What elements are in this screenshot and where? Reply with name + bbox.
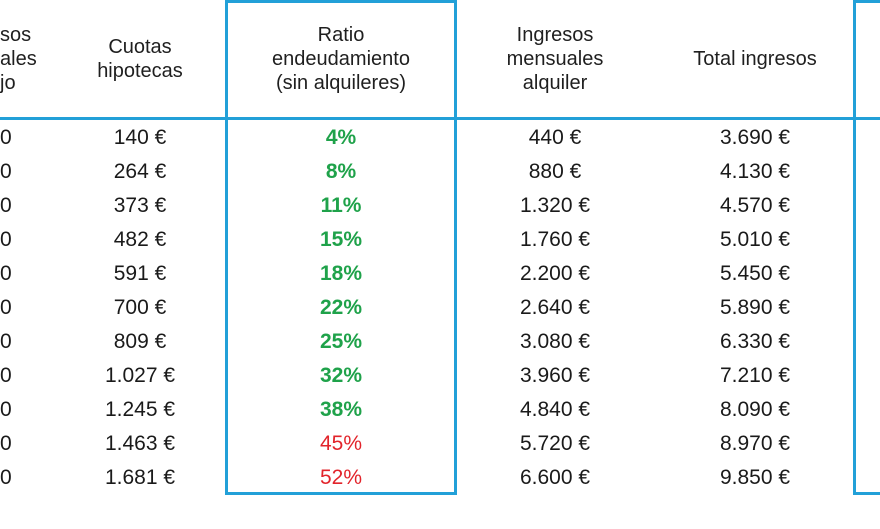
cell-ratio: 18%: [319, 262, 363, 285]
header-line: Ratio: [317, 24, 365, 46]
cell-ingresos-trabajo: 0: [0, 364, 12, 387]
table-row: 0 264 € 8% 880 € 4.130 €: [0, 155, 880, 189]
header-divider: [0, 117, 880, 120]
header-line: alquiler: [522, 72, 588, 94]
cell-alquiler: 4.840 €: [519, 398, 591, 421]
cell-total: 4.570 €: [719, 194, 791, 217]
cell-alquiler: 880 €: [528, 160, 582, 183]
cell-cuota: 1.681 €: [104, 466, 176, 489]
table-row: 0 1.463 € 45% 5.720 € 8.970 €: [0, 427, 880, 461]
cell-alquiler: 3.080 €: [519, 330, 591, 353]
cell-total: 8.970 €: [719, 432, 791, 455]
cell-total: 3.690 €: [719, 126, 791, 149]
cell-cuota: 373 €: [113, 194, 167, 217]
header-line: hipotecas: [97, 60, 183, 82]
cell-ratio: 45%: [319, 432, 363, 455]
cell-alquiler: 2.640 €: [519, 296, 591, 319]
cell-alquiler: 5.720 €: [519, 432, 591, 455]
header-line: (sin alquileres): [275, 72, 407, 94]
cell-cuota: 700 €: [113, 296, 167, 319]
table-row: 0 1.681 € 52% 6.600 € 9.850 €: [0, 461, 880, 495]
cell-ingresos-trabajo: 0: [0, 466, 12, 489]
header-line: mensuales: [506, 48, 604, 70]
cell-total: 7.210 €: [719, 364, 791, 387]
header-line: Total ingresos: [693, 48, 817, 70]
cell-ratio: 8%: [325, 160, 357, 183]
cell-ratio: 4%: [325, 126, 357, 149]
cell-ratio: 32%: [319, 364, 363, 387]
header-total-ingresos: Total ingresos: [660, 0, 850, 118]
table-row: 0 700 € 22% 2.640 € 5.890 €: [0, 291, 880, 325]
cell-ratio: 52%: [319, 466, 363, 489]
cell-total: 8.090 €: [719, 398, 791, 421]
cell-ingresos-trabajo: 0: [0, 194, 12, 217]
table-row: 0 809 € 25% 3.080 € 6.330 €: [0, 325, 880, 359]
table-row: 0 1.245 € 38% 4.840 € 8.090 €: [0, 393, 880, 427]
table-row: 0 373 € 11% 1.320 € 4.570 €: [0, 189, 880, 223]
table-row: 0 1.027 € 32% 3.960 € 7.210 €: [0, 359, 880, 393]
cell-ingresos-trabajo: 0: [0, 296, 12, 319]
cell-cuota: 809 €: [113, 330, 167, 353]
cell-total: 4.130 €: [719, 160, 791, 183]
table-row: 0 482 € 15% 1.760 € 5.010 €: [0, 223, 880, 257]
header-line: endeudamiento: [272, 48, 410, 70]
cell-cuota: 591 €: [113, 262, 167, 285]
cell-ingresos-trabajo: 0: [0, 160, 12, 183]
cell-total: 5.890 €: [719, 296, 791, 319]
cell-ingresos-trabajo: 0: [0, 262, 12, 285]
header-ingresos-alquiler: Ingresos mensuales alquiler: [480, 0, 630, 118]
cell-ingresos-trabajo: 0: [0, 432, 12, 455]
cell-cuota: 1.463 €: [104, 432, 176, 455]
cell-ratio: 25%: [319, 330, 363, 353]
header-line: jo: [0, 72, 16, 94]
cell-alquiler: 2.200 €: [519, 262, 591, 285]
cell-ratio: 11%: [320, 194, 362, 217]
cell-ingresos-trabajo: 0: [0, 398, 12, 421]
cell-alquiler: 6.600 €: [519, 466, 591, 489]
cell-ingresos-trabajo: 0: [0, 330, 12, 353]
cell-ratio: 22%: [319, 296, 363, 319]
ratio-column-highlight: [225, 0, 457, 495]
table-row: 0 591 € 18% 2.200 € 5.450 €: [0, 257, 880, 291]
header-line: sos: [0, 24, 32, 46]
table-row: 0 140 € 4% 440 € 3.690 €: [0, 121, 880, 155]
header-line: Cuotas: [108, 36, 172, 58]
cell-cuota: 140 €: [113, 126, 167, 149]
cell-alquiler: 440 €: [528, 126, 582, 149]
header-ratio-endeudamiento: Ratio endeudamiento (sin alquileres): [228, 0, 454, 118]
cell-total: 9.850 €: [719, 466, 791, 489]
right-column-highlight: [853, 0, 880, 495]
cell-total: 5.450 €: [719, 262, 791, 285]
header-line: ales: [0, 48, 37, 70]
header-ingresos-trabajo: sos ales jo: [0, 0, 60, 118]
header-line: Ingresos: [516, 24, 594, 46]
cell-cuota: 482 €: [113, 228, 167, 251]
cell-ingresos-trabajo: 0: [0, 126, 12, 149]
cell-total: 6.330 €: [719, 330, 791, 353]
cell-alquiler: 3.960 €: [519, 364, 591, 387]
cell-ingresos-trabajo: 0: [0, 228, 12, 251]
cell-ratio: 38%: [319, 398, 363, 421]
cell-alquiler: 1.320 €: [519, 194, 591, 217]
cell-total: 5.010 €: [719, 228, 791, 251]
cell-alquiler: 1.760 €: [519, 228, 591, 251]
cell-cuota: 1.027 €: [104, 364, 176, 387]
header-cuotas-hipotecas: Cuotas hipotecas: [70, 0, 210, 118]
cell-cuota: 264 €: [113, 160, 167, 183]
cell-cuota: 1.245 €: [104, 398, 176, 421]
cell-ratio: 15%: [319, 228, 363, 251]
